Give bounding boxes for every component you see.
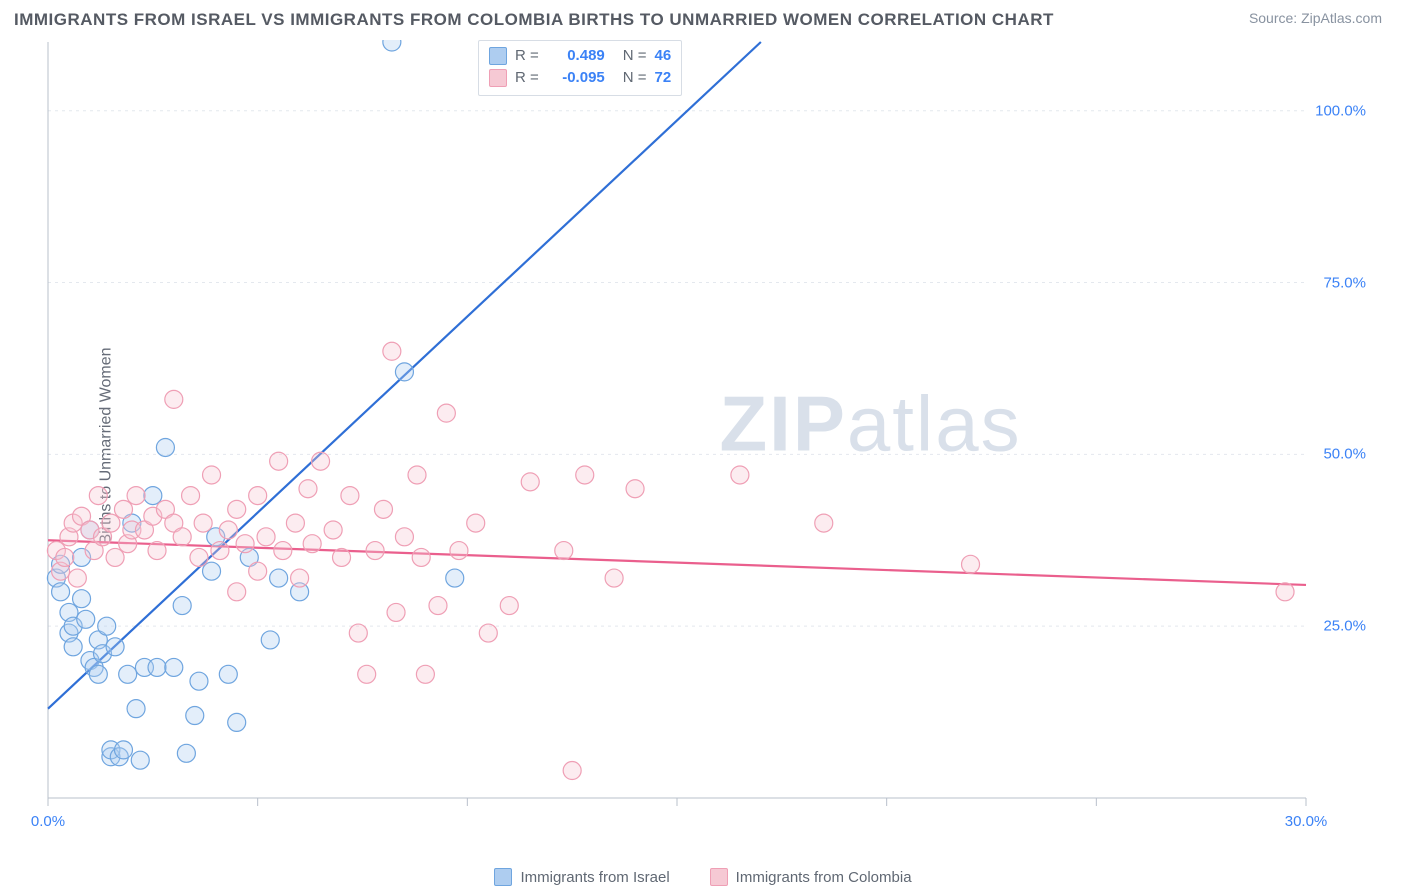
y-tick-label: 100.0% bbox=[1315, 102, 1366, 119]
source-name: ZipAtlas.com bbox=[1301, 10, 1382, 26]
r-label: R = bbox=[515, 45, 539, 67]
legend-item: Immigrants from Israel bbox=[494, 868, 669, 886]
legend-item: Immigrants from Colombia bbox=[710, 868, 912, 886]
legend-label: Immigrants from Colombia bbox=[736, 869, 912, 886]
correlation-legend: R = 0.489 N = 46 R = -0.095 N = 72 bbox=[478, 40, 682, 96]
scatter-plot: ZIPatlas 25.0%50.0%75.0%100.0%0.0%30.0% bbox=[46, 40, 1376, 840]
n-value: 72 bbox=[655, 67, 672, 89]
chart-title: IMMIGRANTS FROM ISRAEL VS IMMIGRANTS FRO… bbox=[14, 10, 1054, 30]
legend-row: R = 0.489 N = 46 bbox=[489, 45, 671, 67]
source-prefix: Source: bbox=[1249, 10, 1301, 26]
x-tick-label: 0.0% bbox=[31, 813, 65, 830]
x-tick-label: 30.0% bbox=[1285, 813, 1328, 830]
y-tick-label: 25.0% bbox=[1323, 618, 1366, 635]
r-value: -0.095 bbox=[547, 67, 605, 89]
legend-swatch bbox=[489, 69, 507, 87]
plot-svg bbox=[46, 40, 1376, 840]
legend-label: Immigrants from Israel bbox=[520, 869, 669, 886]
y-tick-label: 50.0% bbox=[1323, 446, 1366, 463]
source-attribution: Source: ZipAtlas.com bbox=[1249, 10, 1382, 26]
y-tick-label: 75.0% bbox=[1323, 274, 1366, 291]
n-label: N = bbox=[623, 45, 647, 67]
legend-swatch bbox=[710, 868, 728, 886]
n-label: N = bbox=[623, 67, 647, 89]
r-label: R = bbox=[515, 67, 539, 89]
r-value: 0.489 bbox=[547, 45, 605, 67]
legend-swatch bbox=[489, 47, 507, 65]
legend-row: R = -0.095 N = 72 bbox=[489, 67, 671, 89]
series-legend: Immigrants from Israel Immigrants from Co… bbox=[0, 868, 1406, 886]
n-value: 46 bbox=[655, 45, 672, 67]
legend-swatch bbox=[494, 868, 512, 886]
